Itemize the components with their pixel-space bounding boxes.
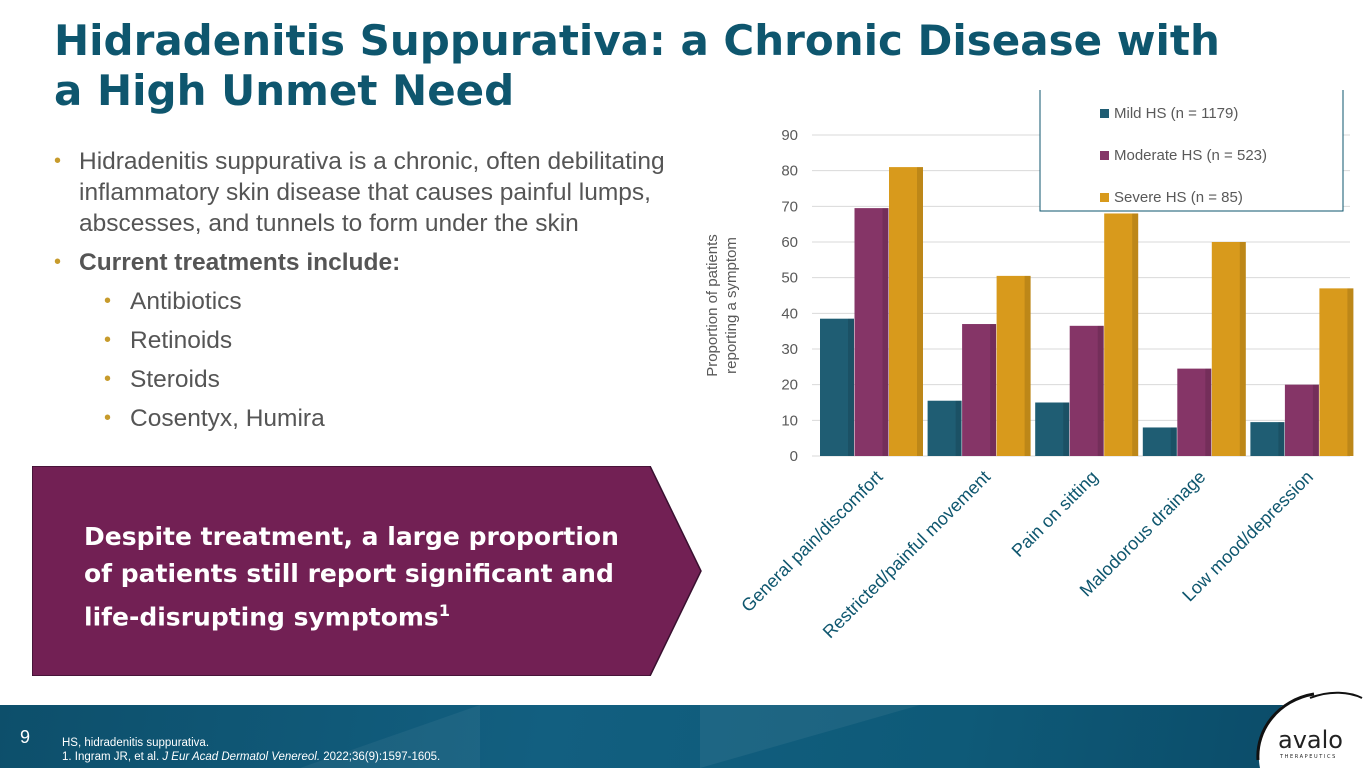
bar <box>1211 242 1246 456</box>
footer-band: 9 HS, hidradenitis suppurativa. 1. Ingra… <box>0 705 1365 768</box>
sub-bullet-item: • Steroids <box>104 366 220 393</box>
bullet-dot-icon: • <box>104 368 112 390</box>
bar-shade <box>1239 242 1246 456</box>
bar-shade <box>882 208 889 456</box>
bullet-dot-icon: • <box>104 407 112 429</box>
avalo-logo: avalo THERAPEUTICS <box>1256 690 1365 768</box>
y-tick-label: 50 <box>781 270 798 287</box>
slide-title: Hidradenitis Suppurativa: a Chronic Dise… <box>54 16 1220 115</box>
bar <box>1284 384 1319 456</box>
sub-bullet-item: • Retinoids <box>104 327 233 354</box>
bar <box>820 318 854 456</box>
y-tick-label: 90 <box>781 127 798 144</box>
bar-shade <box>1097 325 1104 456</box>
bullet-item: • Current treatments include: <box>54 249 401 276</box>
bar <box>889 167 923 456</box>
legend-label: Severe HS (n = 85) <box>1114 189 1243 206</box>
bar-shade <box>1312 384 1319 456</box>
bar-shade <box>1063 402 1070 456</box>
y-tick-label: 20 <box>781 377 798 394</box>
footnote: HS, hidradenitis suppurativa. 1. Ingram … <box>62 736 440 764</box>
bar-shade <box>1205 368 1212 456</box>
bar <box>927 400 962 456</box>
bar <box>996 275 1031 456</box>
legend-swatch <box>1100 193 1109 202</box>
bar <box>1177 368 1212 456</box>
bullet-dot-icon: • <box>104 329 112 351</box>
bullet-dot-icon: • <box>54 150 62 172</box>
y-tick-label: 30 <box>781 341 798 358</box>
callout-arrow-box: Despite treatment, a large proportion of… <box>32 466 702 676</box>
chart-canvas: 0 10 20 30 40 50 60 70 80 90 Proportion of patient… <box>704 86 1354 642</box>
bar <box>1035 402 1070 456</box>
bullet-dot-icon: • <box>54 251 62 273</box>
sub-bullet-item: • Antibiotics <box>104 288 242 315</box>
bar-shade <box>955 400 962 456</box>
sub-bullet-item: • Cosentyx, Humira <box>104 405 325 432</box>
footnote-superscript: 1 <box>438 601 450 620</box>
legend-label: Moderate HS (n = 523) <box>1114 147 1267 164</box>
bar <box>1069 325 1104 456</box>
symptom-bar-chart: 0 10 20 30 40 50 60 70 80 90 Proportion of patient… <box>700 86 1365 680</box>
y-axis-title: Proportion of patients <box>704 234 721 377</box>
bar-shade <box>848 318 854 456</box>
callout-arrow-shape <box>32 466 702 676</box>
y-tick-label: 70 <box>781 198 798 215</box>
bar-shade <box>1024 275 1031 456</box>
y-tick-label: 10 <box>781 412 798 429</box>
y-axis-title: reporting a symptom <box>723 237 740 374</box>
bar <box>1142 427 1177 456</box>
y-tick-label: 80 <box>781 163 798 180</box>
bar <box>854 208 889 456</box>
page-number: 9 <box>20 727 31 747</box>
legend-box <box>1039 86 1344 212</box>
bar-shade <box>1132 213 1139 456</box>
callout-text: Despite treatment, a large proportion of… <box>84 522 619 632</box>
bar-shade <box>917 167 923 456</box>
bar <box>962 324 997 456</box>
abbreviation-note: HS, hidradenitis suppurativa. <box>62 737 210 749</box>
bar <box>1104 213 1139 456</box>
logo-subtitle: THERAPEUTICS <box>1279 754 1337 760</box>
legend-swatch <box>1100 151 1109 160</box>
bar-shade <box>990 324 997 456</box>
bullet-item: • Hidradenitis suppurativa is a chronic,… <box>54 148 665 237</box>
bar <box>1250 422 1285 456</box>
y-tick-label: 60 <box>781 234 798 251</box>
bar-shade <box>1170 427 1177 456</box>
y-tick-label: 40 <box>781 305 798 322</box>
bar <box>1319 288 1354 456</box>
reference-note: 1. Ingram JR, et al. J Eur Acad Dermatol… <box>62 751 441 763</box>
x-category-label: Pain on sitting <box>1008 467 1102 561</box>
logo-wordmark: avalo <box>1278 726 1343 754</box>
bar-shade <box>1347 288 1354 456</box>
bullet-list: • Hidradenitis suppurativa is a chronic,… <box>54 146 714 442</box>
legend-label: Mild HS (n = 1179) <box>1114 105 1238 122</box>
bar-shade <box>1278 422 1285 456</box>
legend-swatch <box>1100 109 1109 118</box>
bullet-dot-icon: • <box>104 290 112 312</box>
y-tick-label: 0 <box>790 448 798 465</box>
